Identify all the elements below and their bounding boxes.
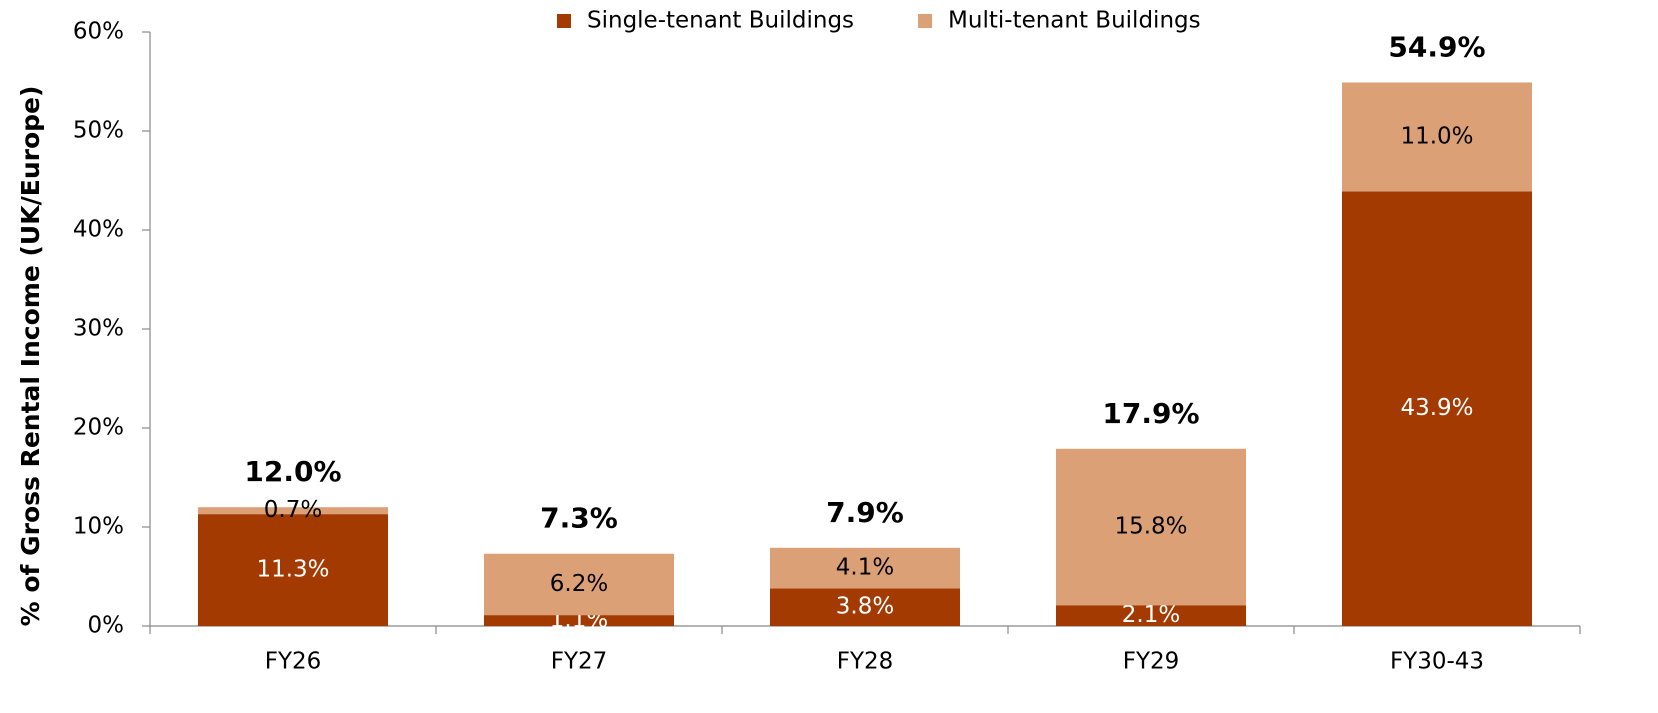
legend-swatch [918, 14, 933, 28]
value-label: 15.8% [1114, 514, 1187, 540]
value-label: 11.3% [256, 557, 329, 583]
legend-label: Multi-tenant Buildings [948, 8, 1201, 34]
y-tick-label: 40% [73, 217, 124, 243]
bar-segment [198, 507, 388, 515]
legend-swatch [557, 14, 571, 28]
value-label: 6.2% [550, 571, 608, 597]
bar-segment [484, 553, 674, 616]
bar-segment [1056, 605, 1246, 626]
y-tick-label: 20% [73, 415, 124, 441]
y-tick-label: 60% [73, 19, 124, 45]
x-tick-label: FY30-43 [1390, 649, 1484, 675]
value-label: 0.7% [264, 497, 322, 523]
bar-segment [770, 588, 960, 626]
bar-segment [198, 514, 388, 626]
legend-label: Single-tenant Buildings [587, 8, 854, 34]
bar-segment [1342, 82, 1532, 192]
y-tick-label: 10% [73, 514, 124, 540]
value-label: 2.1% [1122, 602, 1180, 628]
x-tick-label: FY28 [837, 649, 894, 675]
total-label: 54.9% [1388, 30, 1485, 63]
bar-segment [1056, 448, 1246, 606]
x-tick-label: FY29 [1123, 649, 1180, 675]
total-label: 17.9% [1102, 397, 1199, 430]
x-tick-label: FY26 [265, 649, 322, 675]
value-label: 11.0% [1400, 123, 1473, 149]
y-tick-label: 0% [88, 613, 125, 639]
total-label: 7.9% [826, 496, 904, 529]
bar-segment [1342, 191, 1532, 626]
y-axis-label: % of Gross Rental Income (UK/Europe) [16, 86, 45, 627]
x-tick-label: FY27 [551, 649, 608, 675]
bar-segment [770, 547, 960, 589]
y-tick-label: 50% [73, 118, 124, 144]
bar-segment [484, 615, 674, 626]
value-label: 43.9% [1400, 395, 1473, 421]
y-tick-label: 30% [73, 316, 124, 342]
total-label: 7.3% [540, 502, 618, 535]
value-label: 3.8% [836, 594, 894, 620]
total-label: 12.0% [244, 455, 341, 488]
value-label: 4.1% [836, 555, 894, 581]
